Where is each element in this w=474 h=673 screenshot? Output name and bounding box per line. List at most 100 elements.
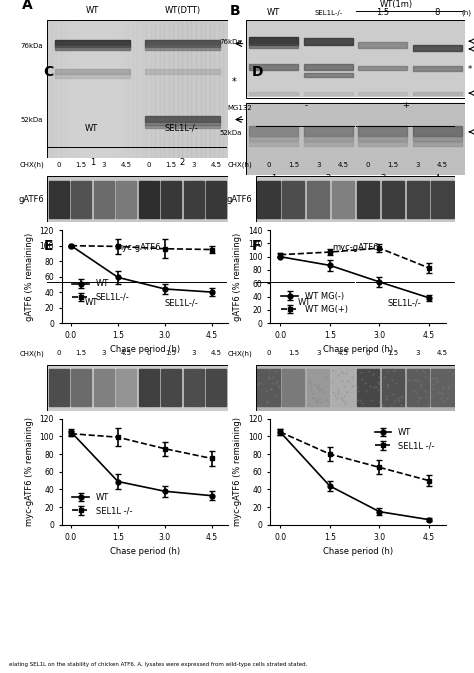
Text: 4.5: 4.5 — [211, 162, 222, 168]
Point — [305, 375, 312, 386]
Text: 52kDa: 52kDa — [220, 130, 242, 136]
Point — [362, 378, 369, 388]
Point — [313, 382, 320, 393]
Bar — [413, 45, 462, 51]
Bar — [65, 20, 70, 158]
Text: 0: 0 — [146, 351, 151, 356]
Bar — [413, 127, 462, 137]
Text: CHX(h): CHX(h) — [228, 162, 252, 168]
Text: 4.5: 4.5 — [437, 351, 448, 356]
Bar — [116, 369, 137, 406]
Point — [333, 392, 340, 403]
Bar — [249, 65, 298, 70]
Bar — [282, 181, 304, 217]
Point — [293, 389, 301, 400]
Point — [445, 366, 453, 377]
Text: 3: 3 — [101, 162, 106, 168]
Point — [410, 386, 418, 396]
Bar — [93, 181, 114, 217]
X-axis label: Chase period (h): Chase period (h) — [323, 345, 393, 354]
Bar — [145, 125, 220, 129]
Bar — [307, 369, 329, 406]
Text: 3: 3 — [380, 174, 385, 182]
Bar — [183, 181, 204, 217]
Legend: WT, SEL1L -/-: WT, SEL1L -/- — [372, 425, 438, 454]
Point — [265, 372, 273, 383]
Bar — [169, 20, 173, 158]
Point — [384, 365, 392, 376]
Point — [374, 377, 382, 388]
Point — [375, 396, 383, 407]
Text: 4.5: 4.5 — [121, 162, 132, 168]
Point — [288, 397, 295, 408]
Bar — [70, 20, 74, 158]
Point — [348, 381, 356, 392]
Point — [335, 384, 342, 395]
Bar — [101, 20, 106, 158]
Bar — [357, 369, 379, 406]
Bar — [249, 136, 298, 141]
Text: 4: 4 — [435, 174, 440, 182]
Bar — [137, 20, 142, 158]
Bar — [257, 181, 280, 217]
Bar — [79, 20, 83, 158]
Text: CHX(h): CHX(h) — [228, 350, 252, 357]
Text: WT: WT — [267, 7, 280, 17]
Bar — [56, 20, 61, 158]
Point — [421, 371, 428, 382]
Text: WT(DTT): WT(DTT) — [164, 6, 201, 15]
Point — [273, 376, 281, 386]
Point — [375, 371, 383, 382]
Point — [354, 386, 362, 396]
Text: E: E — [43, 240, 53, 253]
Point — [356, 395, 364, 406]
Text: 3: 3 — [416, 162, 420, 168]
Point — [392, 395, 399, 406]
Bar — [48, 369, 69, 406]
Text: 0: 0 — [56, 162, 61, 168]
Text: 3: 3 — [416, 351, 420, 356]
Bar — [71, 369, 91, 406]
Text: 1.5: 1.5 — [166, 162, 177, 168]
Text: 4.5: 4.5 — [437, 162, 448, 168]
Bar — [173, 20, 178, 158]
Text: (h): (h) — [462, 9, 472, 16]
Point — [283, 365, 291, 376]
Bar — [206, 181, 227, 217]
Point — [273, 366, 281, 377]
Point — [341, 397, 349, 408]
Point — [312, 396, 320, 406]
Bar — [304, 65, 353, 70]
Text: 3: 3 — [191, 162, 196, 168]
Point — [288, 371, 295, 382]
Text: myc-gATF6: myc-gATF6 — [114, 244, 161, 252]
Bar — [205, 20, 210, 158]
Point — [271, 391, 279, 402]
Text: 2: 2 — [180, 158, 185, 167]
Point — [322, 394, 330, 405]
Point — [334, 388, 341, 398]
Point — [304, 398, 311, 409]
Point — [384, 380, 392, 390]
Bar — [358, 42, 407, 48]
Point — [416, 376, 423, 387]
Bar — [183, 369, 204, 406]
Text: myc-gATF6: myc-gATF6 — [332, 244, 379, 252]
Text: 52kDa: 52kDa — [20, 116, 43, 122]
Point — [383, 390, 390, 401]
Point — [255, 378, 263, 389]
Bar — [304, 127, 353, 137]
Point — [428, 390, 436, 401]
Point — [331, 390, 338, 400]
Point — [313, 397, 320, 408]
Bar — [332, 181, 354, 217]
Bar — [332, 369, 354, 406]
Y-axis label: gATF6 (% remaining): gATF6 (% remaining) — [25, 232, 34, 321]
Point — [439, 384, 447, 394]
Bar — [178, 20, 182, 158]
Bar — [304, 92, 353, 96]
Point — [415, 396, 422, 406]
Point — [417, 379, 425, 390]
Point — [438, 392, 445, 403]
Text: B: B — [230, 3, 241, 17]
